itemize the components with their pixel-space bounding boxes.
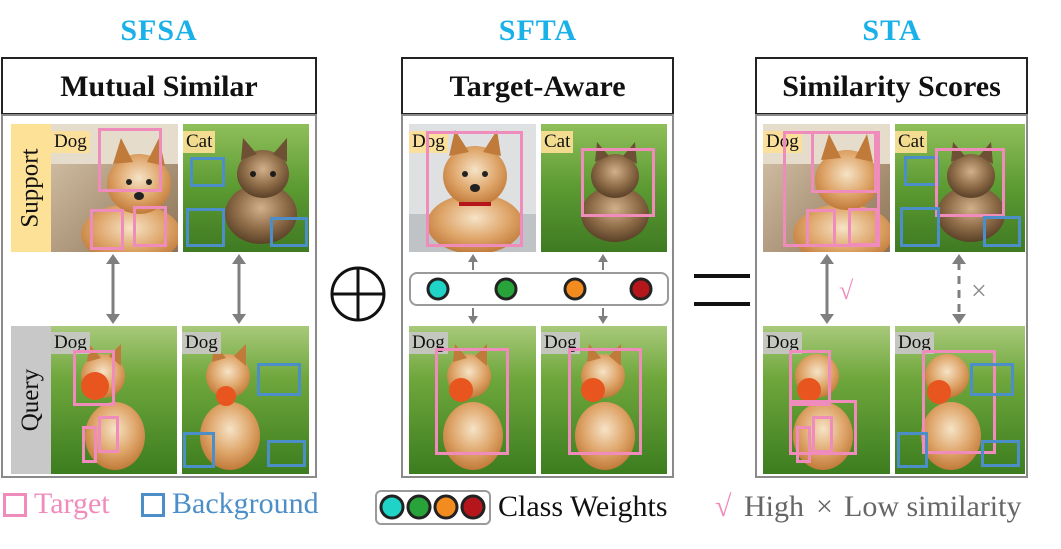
legend-low-similarity-label: Low similarity	[844, 490, 1022, 523]
class-weight-dot	[433, 494, 459, 520]
high-similarity-check-mark: √	[839, 276, 854, 305]
legend-class-weights-label: Class Weights	[498, 490, 668, 523]
equals-operator-icon	[694, 274, 750, 306]
sta-title-box: Similarity Scores	[755, 57, 1028, 115]
target-box	[435, 348, 509, 455]
legend-background-label: Background	[172, 487, 319, 520]
query-dog-tag: Dog	[895, 332, 934, 354]
target-box	[848, 208, 878, 246]
background-box	[900, 207, 940, 247]
target-box	[811, 131, 877, 193]
legend-class-weights-icon	[375, 490, 491, 525]
class-weight-dot	[563, 277, 587, 301]
target-box	[98, 128, 162, 192]
legend-cross-mark: ×	[816, 490, 833, 523]
class-weights-bar	[409, 272, 669, 306]
sta-heading: STA	[862, 14, 922, 47]
background-box	[183, 432, 215, 468]
target-box	[133, 206, 167, 247]
background-box	[270, 217, 308, 247]
target-box	[935, 148, 1005, 217]
support-row-label: Support	[11, 124, 51, 252]
background-box	[257, 363, 301, 396]
background-box	[904, 156, 939, 186]
background-box	[897, 432, 928, 468]
target-box	[581, 148, 655, 217]
background-box	[267, 440, 306, 467]
class-weight-dot	[460, 494, 486, 520]
legend-target-swatch	[3, 493, 27, 517]
query-row-label: Query	[11, 326, 51, 474]
target-box	[98, 416, 119, 453]
class-weight-dot	[379, 494, 405, 520]
background-box	[981, 440, 1020, 467]
legend-class-weights-dots	[375, 490, 491, 525]
target-box	[82, 426, 97, 463]
support-cat-tag: Cat	[541, 131, 574, 153]
background-box	[983, 216, 1021, 247]
background-box	[190, 157, 225, 187]
class-weight-dot	[629, 277, 653, 301]
support-cat-tag: Cat	[183, 131, 216, 153]
class-weight-dot	[426, 277, 450, 301]
target-box	[90, 209, 124, 250]
target-box	[426, 131, 523, 247]
class-weights-dots	[409, 272, 669, 306]
background-box	[186, 208, 225, 247]
target-box	[806, 209, 836, 247]
legend-background-swatch	[141, 493, 165, 517]
sfta-heading: SFTA	[498, 14, 578, 47]
support-dog-tag: Dog	[763, 131, 802, 153]
sfsa-heading: SFSA	[120, 14, 198, 47]
target-box	[73, 350, 115, 406]
query-dog-tag: Dog	[763, 332, 802, 354]
class-weight-dot	[406, 494, 432, 520]
target-box	[789, 400, 857, 455]
support-dog-tag: Dog	[51, 131, 90, 153]
background-box	[970, 363, 1014, 396]
target-box	[796, 426, 811, 463]
target-box	[789, 350, 831, 406]
sfsa-title-box: Mutual Similar	[1, 57, 317, 115]
target-box	[812, 416, 833, 453]
low-similarity-cross-mark: ×	[971, 276, 987, 307]
target-box	[922, 350, 996, 454]
legend-check-mark: √	[715, 490, 732, 523]
plus-operator-icon	[330, 266, 386, 322]
legend-high-label: High	[744, 490, 804, 523]
target-box	[568, 348, 642, 455]
sfta-title-box: Target-Aware	[401, 57, 674, 115]
query-dog-tag: Dog	[182, 332, 221, 354]
query-dog-tag: Dog	[51, 332, 90, 354]
legend-target-label: Target	[34, 487, 110, 520]
support-cat-tag: Cat	[895, 131, 928, 153]
class-weight-dot	[494, 277, 518, 301]
